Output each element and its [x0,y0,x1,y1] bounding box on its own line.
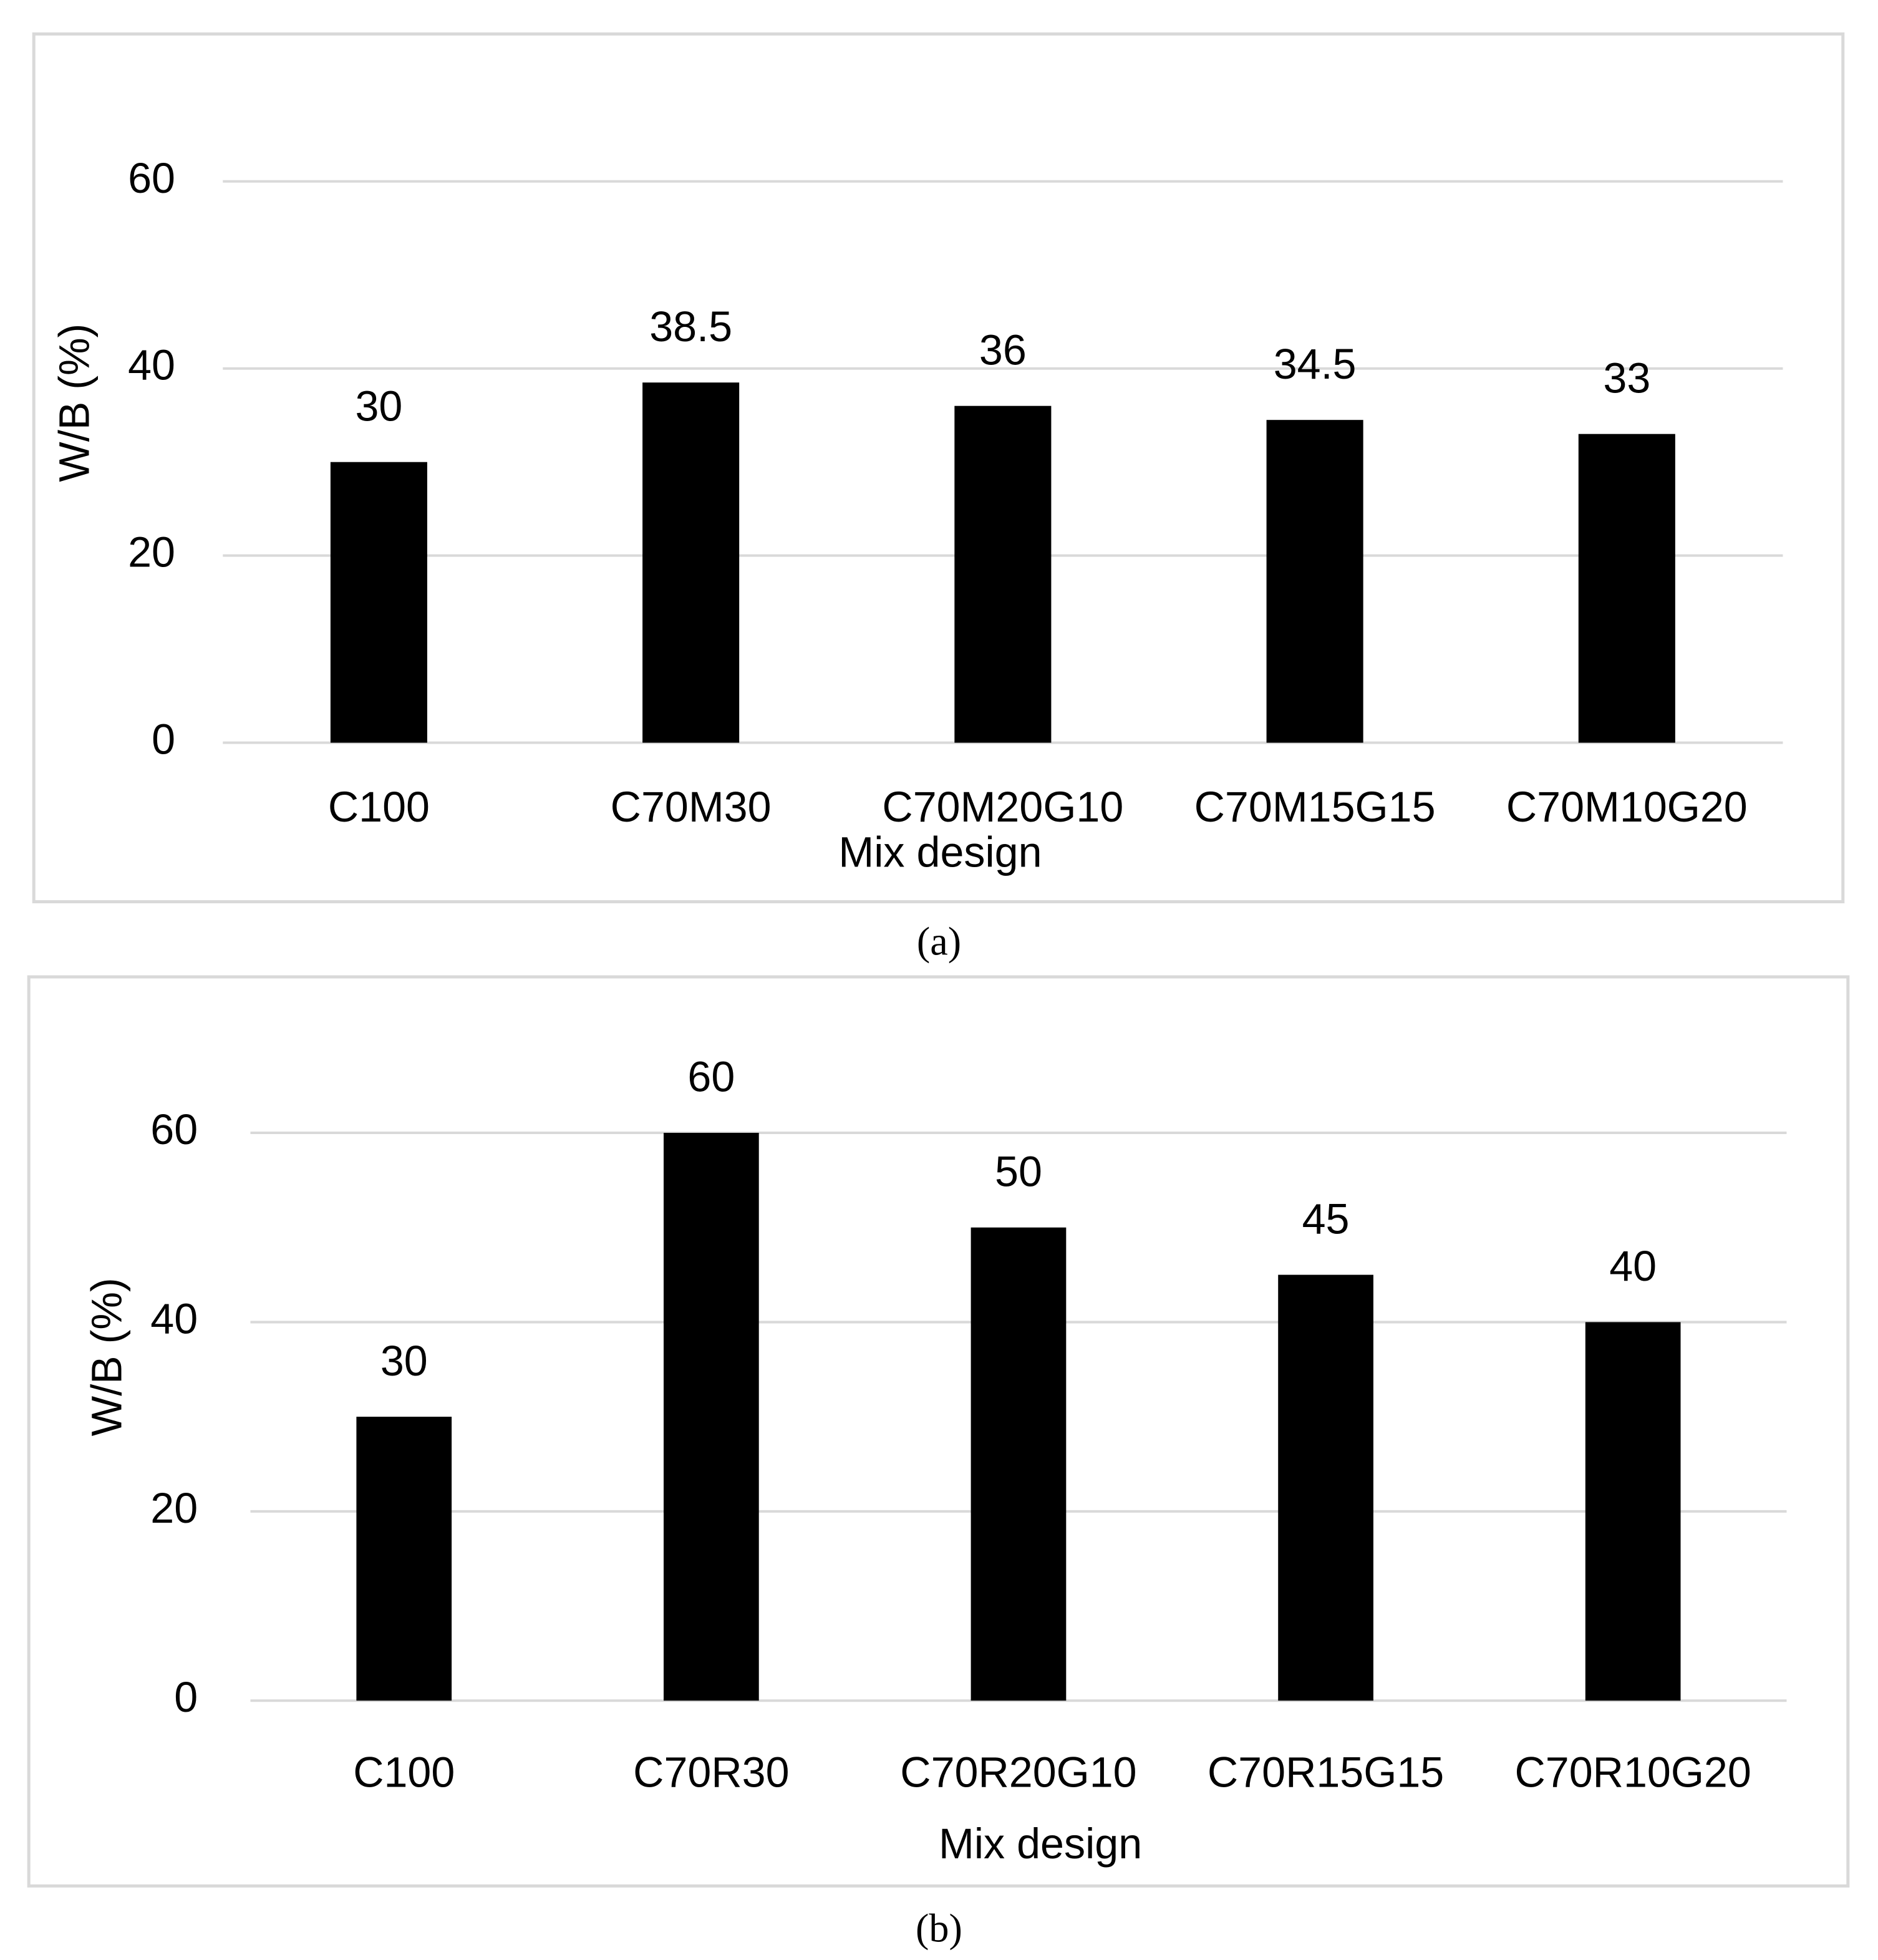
x-axis-label: Mix design [939,1820,1142,1868]
value-label: 40 [1609,1243,1657,1290]
value-label: 36 [979,326,1027,374]
chart-frame [32,32,1845,904]
x-tick-label: C70M10G20 [1506,784,1748,831]
y-tick-label: 0 [174,1674,198,1721]
value-label: 45 [1302,1195,1350,1243]
value-label: 30 [380,1337,428,1385]
y-axis-label: W/B (%) [51,324,98,482]
caption: (a) [917,919,961,964]
bar [970,1227,1067,1701]
y-tick-label: 40 [150,1295,198,1342]
x-tick-label: C70R10G20 [1515,1749,1751,1797]
caption: (b) [916,1906,962,1950]
bar [330,462,427,743]
x-axis-label: Mix design [838,828,1042,876]
x-tick-label: C100 [353,1749,455,1797]
y-tick-label: 0 [152,716,175,764]
y-tick-label: 60 [128,155,175,202]
value-label: 60 [687,1054,735,1101]
bar [664,1133,759,1701]
value-label: 30 [355,382,402,430]
x-tick-label: C70R30 [633,1749,789,1797]
x-tick-label: C70M15G15 [1194,784,1436,831]
bar [954,405,1052,743]
chart-frame [27,975,1850,1888]
y-tick-label: 40 [128,342,175,389]
bar [1585,1322,1681,1701]
y-tick-label: 60 [150,1106,198,1153]
y-tick-label: 20 [128,529,175,576]
x-tick-label: C70M30 [611,784,772,831]
bar [1578,434,1675,743]
y-axis-label: W/B (%) [84,1278,131,1436]
x-tick-label: C100 [328,784,430,831]
y-tick-label: 20 [150,1485,198,1532]
x-tick-label: C70M20G10 [882,784,1123,831]
value-label: 50 [995,1148,1042,1195]
value-label: 33 [1603,354,1650,402]
value-label: 34.5 [1274,341,1357,388]
bar [642,382,740,743]
value-label: 38.5 [649,303,732,351]
bar [1278,1274,1373,1701]
bar [1266,420,1363,743]
x-tick-label: C70R15G15 [1208,1749,1444,1797]
x-tick-label: C70R20G10 [900,1749,1136,1797]
bar [356,1417,452,1701]
